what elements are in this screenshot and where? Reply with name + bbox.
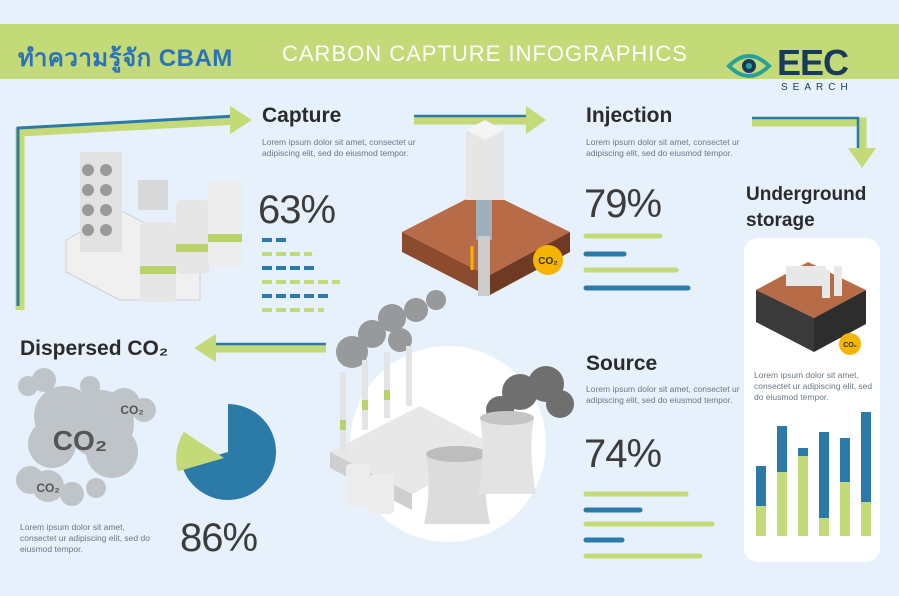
co2-badge-injection-label: CO₂ — [538, 256, 557, 267]
flow-arrows — [15, 106, 876, 362]
source-percent: 74% — [584, 432, 662, 476]
arrow-head-storage — [848, 148, 876, 168]
source-title: Source — [586, 352, 658, 375]
source-description: Lorem ipsum dolor sit amet, consectet ur… — [586, 384, 740, 405]
capture-dash-lines — [262, 238, 340, 312]
pie-slice-main — [181, 404, 276, 500]
underground-storage-title: Underground storage — [746, 184, 867, 231]
storage-vertical-bars — [756, 412, 871, 536]
source-factory-illustration — [330, 290, 574, 542]
arrow-head-injection — [526, 106, 546, 134]
eec-search-logo: EEC SEARCH — [725, 42, 875, 100]
co2-cloud-label-bottom: CO₂ — [36, 481, 59, 495]
co2-badge-injection — [533, 245, 563, 275]
capture-description: Lorem ipsum dolor sit amet, consectet ur… — [262, 137, 416, 158]
capture-plant-illustration — [65, 152, 242, 302]
co2-cloud-label-large: CO₂ — [53, 425, 107, 456]
co2-badge-storage-label: CO₂ — [843, 342, 857, 349]
capture-title: Capture — [262, 104, 342, 127]
dispersed-co2-percent: 86% — [180, 516, 258, 560]
infographic-subtitle: CARBON CAPTURE INFOGRAPHICS — [282, 41, 688, 66]
underground-storage-illustration: CO₂ — [756, 262, 866, 355]
injection-bars — [583, 233, 691, 291]
co2-clouds-illustration: CO₂ CO₂ CO₂ — [16, 368, 156, 506]
dispersed-co2-title: Dispersed CO₂ — [20, 337, 169, 360]
dispersed-co2-description: Lorem ipsum dolor sit amet, consectet ur… — [20, 522, 150, 554]
arrow-head-capture — [230, 106, 252, 134]
source-bars — [583, 491, 715, 559]
return-arrow-line — [15, 115, 239, 310]
co2-cloud-label-small: CO₂ — [120, 403, 143, 417]
capture-percent: 63% — [258, 188, 336, 232]
dispersed-pie-chart — [176, 404, 276, 500]
logo-tagline: SEARCH — [781, 82, 853, 93]
underground-storage-description: Lorem ipsum dolor sit amet, consectet ur… — [754, 370, 873, 402]
arrow-head-dispersed — [194, 334, 216, 362]
thai-title: ทำความรู้จัก CBAM — [18, 45, 233, 72]
injection-title: Injection — [586, 104, 673, 127]
injection-percent: 79% — [584, 182, 662, 226]
injection-description: Lorem ipsum dolor sit amet, consectet ur… — [586, 137, 740, 158]
pie-slice-green — [176, 432, 224, 472]
injection-illustration: CO₂ — [402, 120, 570, 296]
co2-badge-storage — [839, 333, 861, 355]
logo-name: EEC — [777, 42, 849, 83]
eye-icon — [726, 54, 772, 78]
